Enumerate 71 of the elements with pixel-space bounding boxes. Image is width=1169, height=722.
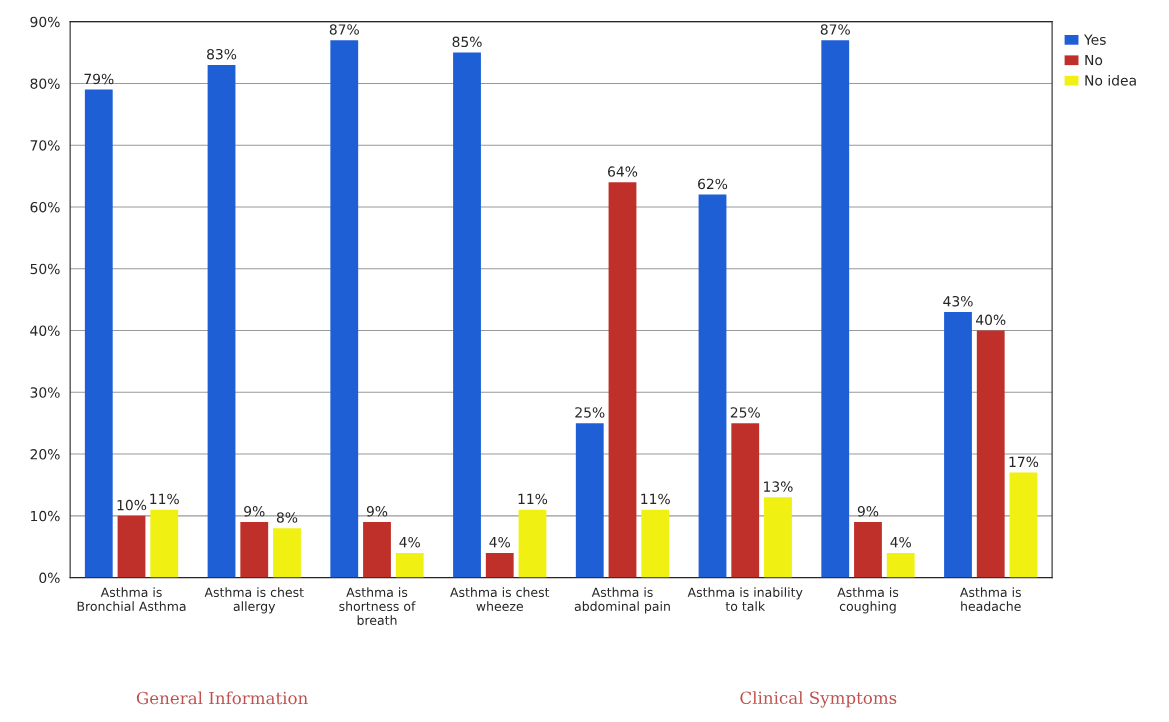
y-tick-label: 70% (30, 140, 60, 151)
x-tick-label: Asthma is headache (959, 587, 1021, 611)
bar (608, 182, 637, 578)
bar (698, 194, 727, 578)
bar (363, 522, 391, 578)
x-tick-label: Asthma is abdominal pain (574, 587, 670, 614)
x-tick-label: Asthma is chest allergy (204, 587, 304, 614)
data-label: 85% (452, 36, 482, 48)
y-tick-label: 0% (39, 572, 60, 584)
y-tick-label: 90% (30, 16, 60, 28)
data-label: 40% (975, 314, 1006, 326)
bar (821, 40, 850, 578)
bar (976, 330, 1005, 578)
bar (764, 497, 792, 578)
bar (395, 552, 424, 578)
x-tick-label: Asthma is shortness of breath (339, 587, 416, 625)
data-label: 9% (244, 506, 265, 517)
y-tick-label: 10% (31, 510, 60, 522)
data-label: 62% (698, 178, 728, 190)
bar (886, 552, 915, 578)
data-label: 11% (641, 493, 670, 505)
y-tick-label: 30% (30, 387, 60, 398)
data-label: 13% (764, 481, 793, 492)
data-label: 25% (730, 407, 760, 418)
x-tick-label: Asthma is chest wheeze (450, 587, 550, 611)
y-tick-label: 40% (30, 325, 60, 336)
data-label: 43% (943, 296, 973, 307)
bar (84, 89, 113, 578)
bar (150, 509, 179, 578)
y-tick-label: 20% (30, 449, 60, 460)
legend-label: No idea (1085, 74, 1136, 86)
bar (1009, 472, 1038, 578)
bar (731, 423, 760, 578)
data-label: 4% (399, 536, 420, 548)
data-label: 4% (890, 536, 911, 548)
data-label: 9% (366, 506, 388, 517)
y-tick-label: 60% (30, 201, 60, 213)
data-label: 79% (84, 73, 114, 85)
bar (117, 515, 146, 578)
x-tick-label: Asthma is inability to talk (687, 587, 803, 611)
data-label: 4% (489, 536, 510, 548)
data-label: 25% (575, 407, 605, 418)
bar (240, 522, 269, 578)
x-tick-label: Asthma is coughing (837, 587, 899, 614)
data-label: 11% (518, 493, 548, 505)
bar (273, 528, 301, 578)
data-label: 17% (1009, 456, 1039, 468)
data-label: 9% (857, 506, 879, 517)
data-label: 64% (608, 166, 638, 177)
text: General Information (136, 691, 308, 705)
data-label: 8% (276, 512, 298, 523)
bar (485, 552, 514, 578)
data-label: 11% (150, 493, 179, 505)
bar (854, 522, 882, 578)
bar (575, 423, 604, 578)
bar (453, 52, 481, 578)
bar (944, 311, 972, 578)
data-label: 87% (820, 24, 850, 35)
bar (518, 509, 547, 578)
bar (207, 64, 236, 578)
legend-label: Yes (1084, 34, 1106, 45)
data-label: 83% (207, 48, 237, 60)
legend-label: No (1085, 54, 1103, 66)
x-tick-label: Asthma is Bronchial Asthma (77, 587, 186, 611)
y-tick-label: 80% (30, 78, 60, 89)
data-label: 10% (117, 499, 147, 511)
bar (330, 40, 359, 578)
bar (641, 509, 670, 578)
y-tick-label: 50% (30, 263, 60, 275)
data-label: 87% (329, 24, 359, 35)
text: Clinical Symptoms (740, 691, 897, 708)
